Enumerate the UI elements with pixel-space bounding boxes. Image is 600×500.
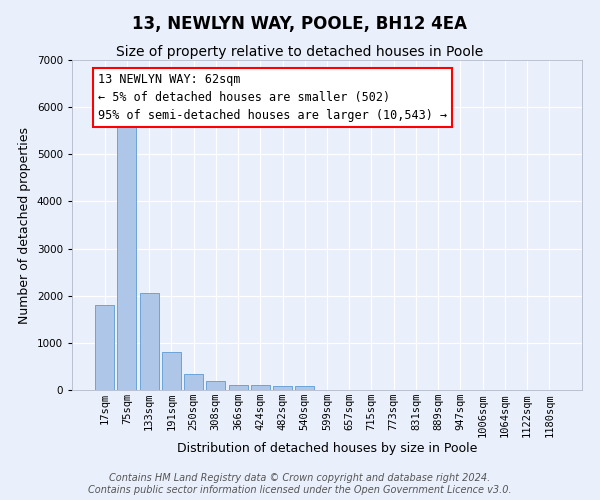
Bar	[95, 305, 114, 390]
Bar	[295, 386, 314, 390]
Text: Contains HM Land Registry data © Crown copyright and database right 2024.
Contai: Contains HM Land Registry data © Crown c…	[88, 474, 512, 495]
Bar	[162, 352, 181, 390]
Bar	[229, 384, 248, 390]
Text: Size of property relative to detached houses in Poole: Size of property relative to detached ho…	[116, 45, 484, 59]
Y-axis label: Number of detached properties: Number of detached properties	[18, 126, 31, 324]
Bar	[140, 294, 158, 390]
Text: 13 NEWLYN WAY: 62sqm
← 5% of detached houses are smaller (502)
95% of semi-detac: 13 NEWLYN WAY: 62sqm ← 5% of detached ho…	[98, 73, 447, 122]
Bar	[273, 386, 292, 390]
X-axis label: Distribution of detached houses by size in Poole: Distribution of detached houses by size …	[177, 442, 477, 455]
Bar	[184, 374, 203, 390]
Bar	[206, 382, 225, 390]
Text: 13, NEWLYN WAY, POOLE, BH12 4EA: 13, NEWLYN WAY, POOLE, BH12 4EA	[133, 15, 467, 33]
Bar	[118, 116, 136, 390]
Bar	[251, 386, 270, 390]
